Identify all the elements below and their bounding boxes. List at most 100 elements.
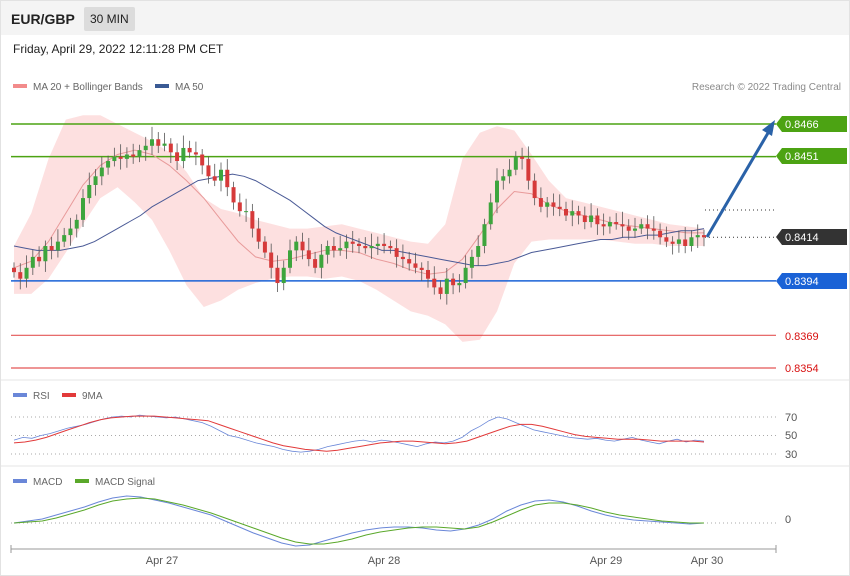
candle-body (620, 224, 625, 227)
candle-body (162, 143, 167, 146)
candle-body (137, 150, 142, 157)
rsi-tick-70: 70 (785, 412, 797, 424)
candle-body (338, 248, 343, 251)
candle-body (551, 202, 556, 207)
tag-3-bg (776, 273, 847, 289)
candle-body (106, 161, 111, 168)
legend-ma50-label: MA 50 (175, 82, 204, 93)
candle-body (350, 241, 355, 244)
candle-body (313, 259, 318, 268)
candles (12, 126, 706, 305)
candle-body (495, 180, 499, 203)
candle-body (413, 263, 418, 268)
legend-rsi-ma-label: 9MA (82, 391, 103, 402)
candle-body (118, 156, 123, 159)
timeframe-badge[interactable]: 30 MIN (84, 7, 135, 31)
candle-body (432, 278, 437, 288)
candle-body (476, 246, 481, 257)
tag-0-label: 0.8466 (785, 119, 819, 131)
macd-tick-0: 0 (785, 514, 791, 526)
candle-body (331, 246, 336, 251)
candle-body (507, 169, 512, 177)
candle-body (250, 211, 255, 229)
legend-rsi-label: RSI (33, 391, 50, 402)
chart-header: EUR/GBP 30 MIN (1, 1, 849, 35)
candle-body (388, 246, 393, 249)
candle-body (124, 154, 129, 159)
price-tags: 0.8466 0.8451 0.8414 0.8394 0.8369 0.835… (776, 116, 847, 375)
candle-body (87, 185, 92, 199)
candle-body (557, 206, 562, 209)
candle-body (357, 243, 361, 246)
candle-body (62, 235, 67, 242)
candle-body (30, 256, 35, 268)
tag-4-label: 0.8369 (785, 331, 819, 343)
candle-body (526, 158, 531, 181)
legend-macd-swatch (13, 479, 27, 483)
candle-body (419, 267, 424, 270)
tag-2-label: 0.8414 (785, 232, 819, 244)
candle-body (24, 267, 29, 279)
candle-body (288, 250, 292, 268)
candle-body (607, 222, 612, 227)
x-tick-apr30: Apr 30 (691, 555, 723, 567)
candle-body (112, 156, 117, 162)
macd-signal-line (13, 497, 704, 545)
candle-body (181, 147, 186, 162)
candle-body (68, 228, 73, 236)
candle-body (695, 235, 700, 238)
candle-body (206, 165, 211, 177)
projection-arrowhead (762, 120, 775, 136)
tag-5-label: 0.8354 (785, 363, 819, 375)
candle-body (156, 139, 161, 146)
legend-ma50-swatch (155, 84, 169, 88)
legend-ma20-label: MA 20 + Bollinger Bands (33, 82, 143, 93)
candle-body (488, 202, 493, 225)
candle-body (168, 143, 173, 153)
candle-body (651, 228, 656, 231)
candle-body (187, 147, 192, 153)
candle-body (639, 224, 644, 229)
candle-body (520, 156, 525, 159)
candle-body (633, 228, 637, 231)
tag-1-label: 0.8451 (785, 151, 819, 163)
rsi-tick-50: 50 (785, 430, 797, 442)
candle-body (564, 208, 568, 216)
legend-macd-signal-label: MACD Signal (95, 477, 155, 488)
candle-body (49, 246, 54, 251)
candle-body (382, 243, 387, 246)
candle-body (614, 222, 619, 225)
candle-body (463, 267, 468, 284)
candle-body (43, 246, 48, 262)
candle-body (244, 211, 249, 213)
candle-body (237, 202, 242, 212)
macd-panel (11, 495, 776, 547)
candle-body (457, 283, 462, 286)
rsi-panel (11, 414, 776, 455)
candle-body (369, 246, 374, 249)
candle-body (294, 241, 299, 251)
legend-macd-signal-swatch (75, 479, 89, 483)
candle-body (482, 224, 487, 246)
candle-body (438, 287, 443, 294)
tag-2-bg (776, 229, 847, 245)
candle-body (281, 267, 286, 284)
projection-arrow (705, 132, 770, 238)
candle-body (576, 211, 581, 216)
macd-line (13, 495, 705, 547)
legend-rsi-swatch (13, 393, 27, 397)
candle-body (150, 139, 154, 146)
candle-body (400, 256, 405, 260)
price-panel (11, 115, 776, 369)
x-tick-apr29: Apr 29 (590, 555, 622, 567)
candle-body (394, 248, 399, 257)
candle-body (658, 230, 663, 238)
candle-body (689, 237, 694, 246)
bollinger-band-area (14, 115, 704, 342)
legend-macd-label: MACD (33, 477, 62, 488)
candle-body (12, 267, 16, 273)
candle-body (306, 250, 311, 260)
candle-body (74, 219, 79, 229)
tag-1-bg (776, 148, 847, 164)
